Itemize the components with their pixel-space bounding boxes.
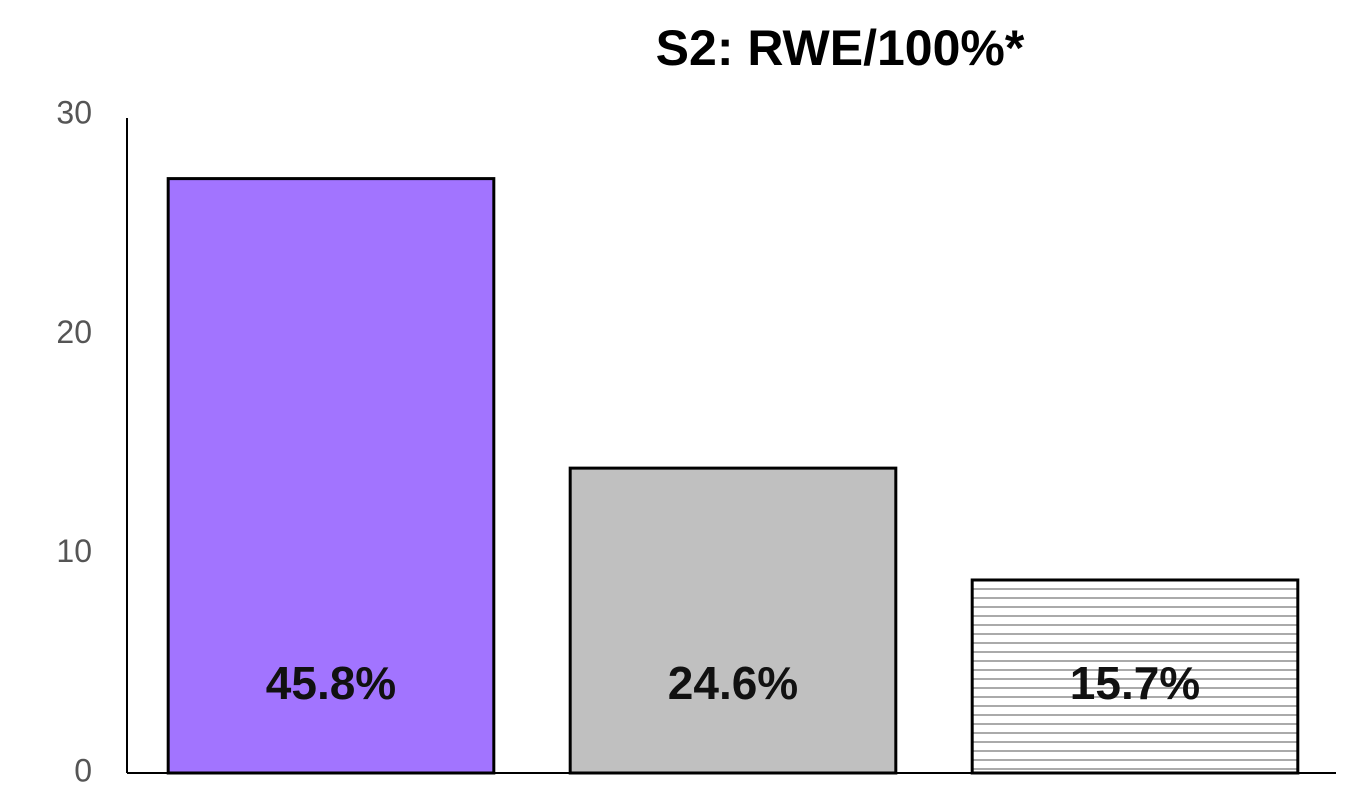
- y-tick-label: 0: [74, 752, 92, 788]
- bar: [568, 466, 898, 775]
- bar-annotation: 15.7%: [1070, 657, 1200, 709]
- bar-annotation: 45.8%: [266, 657, 396, 709]
- y-tick-label: 10: [56, 533, 92, 569]
- y-tick-label: 30: [56, 94, 92, 130]
- bar-annotation: 24.6%: [668, 657, 798, 709]
- bar: [970, 578, 1300, 775]
- y-tick-label: 20: [56, 314, 92, 350]
- bar: [166, 177, 496, 775]
- chart-title: S2: RWE/100%*: [656, 20, 1025, 76]
